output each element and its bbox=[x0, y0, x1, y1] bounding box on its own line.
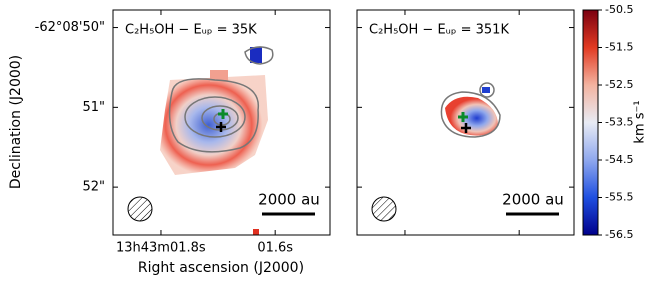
x-tick-label: 01.6s bbox=[257, 241, 293, 256]
y-axis-label: Declination (J2000) bbox=[8, 55, 24, 189]
colorbar-tick-label: -51.5 bbox=[605, 41, 633, 54]
colorbar-tick-label: -55.5 bbox=[605, 191, 633, 204]
beam bbox=[127, 196, 153, 222]
panel-frame bbox=[356, 9, 575, 236]
y-tick-label: 51" bbox=[82, 100, 105, 115]
panel-frame bbox=[112, 9, 331, 236]
y-tick-label: 52" bbox=[82, 180, 105, 195]
panel-title: C₂H₅OH − Eᵤₚ = 35K bbox=[125, 23, 257, 38]
x-tick-label: 13h43m01.8s bbox=[116, 241, 206, 256]
colorbar-label: km s⁻¹ bbox=[633, 100, 648, 143]
beam bbox=[371, 196, 397, 222]
x-axis-label: Right ascension (J2000) bbox=[138, 260, 304, 276]
colorbar-tick-label: -52.5 bbox=[605, 78, 633, 91]
map-2 bbox=[440, 82, 501, 138]
colorbar-tick-label: -56.5 bbox=[605, 228, 633, 241]
colorbar bbox=[582, 9, 599, 236]
scale-bar-label: 2000 au bbox=[502, 191, 564, 209]
panel-title: C₂H₅OH − Eᵤₚ = 351K bbox=[369, 23, 509, 38]
colorbar-tick-label: -50.5 bbox=[605, 3, 633, 16]
y-tick-label: -62°08'50" bbox=[35, 20, 105, 35]
scale-bar-label: 2000 au bbox=[258, 191, 320, 209]
colorbar-tick-label: -54.5 bbox=[605, 153, 633, 166]
colorbar-tick-label: -53.5 bbox=[605, 116, 633, 129]
map-1 bbox=[160, 46, 274, 235]
